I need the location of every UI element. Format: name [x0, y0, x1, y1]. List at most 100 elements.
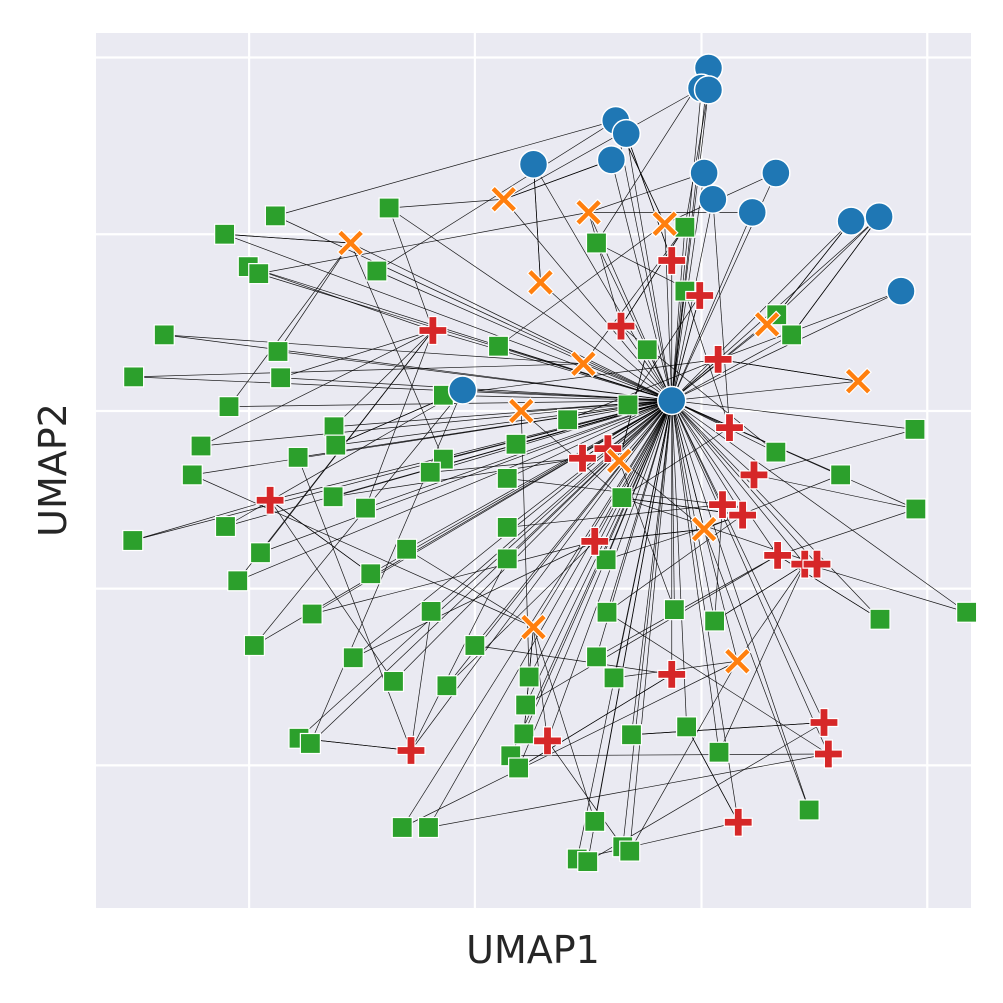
edge-45	[671, 400, 825, 723]
square-point-54	[464, 634, 486, 657]
circle-point-9	[698, 184, 728, 214]
square-point-58	[518, 666, 540, 688]
plus-point-3	[606, 311, 636, 341]
plus-point-4	[703, 344, 733, 374]
edge-159	[388, 207, 434, 331]
edge-103	[254, 400, 672, 646]
square-point-30	[830, 464, 852, 486]
edge-243	[686, 726, 739, 823]
square-point-46	[956, 601, 978, 623]
square-point-19	[617, 394, 639, 416]
square-point-60	[436, 675, 458, 697]
edge-197	[228, 242, 351, 407]
edge-101	[671, 400, 881, 620]
edge-201	[567, 359, 719, 421]
edge-13	[671, 290, 902, 401]
square-point-31	[181, 464, 203, 486]
square-point-35	[354, 497, 377, 519]
square-point-59	[382, 670, 405, 692]
edge-95	[237, 400, 672, 582]
edge-246	[718, 563, 806, 753]
edge-5	[533, 164, 673, 401]
square-point-6	[248, 263, 270, 285]
square-point-20	[323, 416, 345, 438]
edge-56	[258, 273, 672, 401]
square-point-77	[619, 840, 641, 862]
edge-221	[410, 558, 508, 751]
edge-195	[133, 363, 584, 378]
edge-200	[753, 429, 916, 476]
edge-58	[671, 291, 686, 401]
square-point-53	[243, 634, 265, 657]
edge-15	[503, 199, 673, 401]
x-point-7	[844, 367, 872, 396]
edge-43	[671, 400, 818, 565]
plus-point-8	[739, 460, 769, 490]
circle-point-13	[886, 276, 916, 306]
edge-96	[671, 400, 967, 613]
circle-point-7	[689, 158, 719, 188]
circle-point-15	[657, 385, 687, 416]
x-point-6	[569, 349, 598, 378]
edge-97	[430, 400, 672, 612]
x-point-4	[526, 268, 555, 297]
plus-point-11	[255, 485, 285, 515]
square-point-38	[214, 515, 237, 538]
edge-188	[776, 220, 852, 315]
edge-3	[615, 120, 673, 401]
edge-181	[275, 120, 616, 217]
edge-137	[712, 199, 730, 428]
square-point-39	[122, 529, 144, 552]
circle-point-8	[761, 158, 791, 188]
square-point-10	[781, 324, 803, 346]
edge-118	[510, 400, 673, 756]
edge-98	[606, 400, 673, 613]
edge-130	[684, 89, 709, 228]
plus-point-1	[685, 280, 715, 311]
plus-point-17	[809, 707, 839, 738]
square-point-21	[904, 418, 926, 440]
edge-104	[474, 400, 673, 646]
square-point-2	[264, 205, 286, 227]
edge-126	[622, 400, 673, 847]
square-point-41	[396, 538, 418, 560]
square-point-22	[557, 409, 579, 431]
plus-point-18	[532, 726, 563, 756]
square-point-11	[153, 324, 175, 346]
edge-12	[671, 212, 753, 401]
x-point-8	[507, 397, 536, 425]
square-point-71	[584, 810, 606, 832]
x-point-0	[489, 185, 518, 214]
square-point-15	[270, 367, 292, 389]
edge-196	[443, 359, 719, 396]
edge-31	[620, 325, 673, 401]
edge-223	[269, 499, 371, 575]
edge-222	[606, 514, 743, 561]
edge-39	[270, 400, 672, 501]
edge-81	[192, 400, 672, 476]
square-point-3	[214, 223, 236, 245]
edge-4	[625, 133, 673, 401]
edge-94	[370, 400, 672, 575]
square-point-14	[636, 339, 658, 361]
square-point-69	[508, 757, 530, 779]
data-points	[122, 53, 978, 873]
plus-point-6	[567, 443, 598, 473]
edge-215	[777, 508, 916, 556]
edge-234	[353, 541, 595, 659]
square-point-64	[676, 716, 698, 738]
edge-240	[525, 555, 778, 706]
edge-156	[737, 563, 806, 662]
edge-191	[498, 223, 665, 347]
square-point-66	[513, 723, 535, 745]
edge-189	[791, 216, 880, 336]
edge-60	[671, 334, 792, 401]
square-point-50	[301, 603, 323, 625]
edge-61	[164, 334, 672, 401]
edge-228	[618, 460, 675, 610]
edge-40	[594, 400, 673, 542]
edge-206	[297, 457, 412, 751]
edge-36	[671, 400, 755, 476]
edge-218	[132, 499, 271, 541]
square-point-40	[249, 542, 272, 564]
